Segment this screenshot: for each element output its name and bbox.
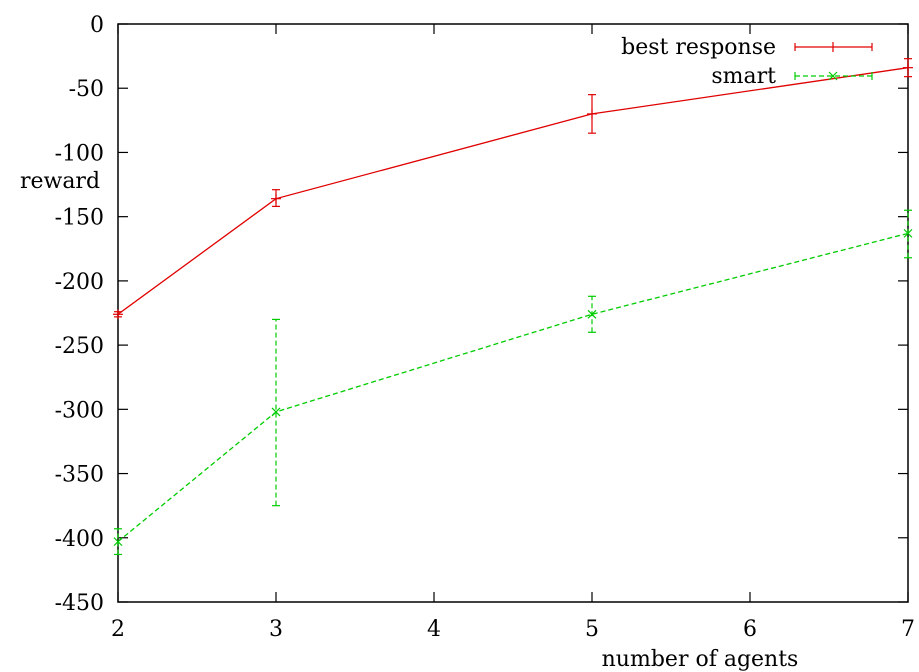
data-point: [113, 537, 123, 547]
data-point: [587, 309, 597, 319]
marker-stroke: [587, 309, 597, 319]
x-tick-label: 5: [585, 617, 599, 642]
data-point: [903, 228, 913, 238]
data-point: [271, 407, 281, 417]
x-tick-label: 4: [427, 617, 441, 642]
x-tick-label: 2: [111, 617, 125, 642]
y-tick-label: -450: [55, 591, 104, 616]
legend-label: smart: [711, 64, 776, 89]
y-tick-label: -350: [55, 463, 104, 488]
marker-stroke: [113, 537, 123, 547]
y-tick-label: -50: [69, 77, 104, 102]
y-tick-label: -300: [55, 398, 104, 423]
series-layer: [113, 58, 913, 556]
x-tick-label: 6: [743, 617, 757, 642]
data-point: [113, 309, 123, 320]
x-axis-label: number of agents: [602, 647, 799, 672]
legend-label: best response: [621, 35, 776, 60]
marker-stroke: [271, 407, 281, 417]
legend: best response smart: [621, 35, 873, 89]
series-line: [117, 67, 909, 315]
ticks-layer: 0 -50 -100 -150 -200 -250 -300 -350 -400 -450 2 3 4 5…: [55, 13, 915, 642]
data-point: [271, 193, 281, 204]
series-line: [117, 232, 909, 543]
y-tick-label: -200: [55, 270, 104, 295]
plot-frame: [117, 23, 909, 603]
y-tick-label: -400: [55, 527, 104, 552]
y-tick-label: -250: [55, 334, 104, 359]
x-tick-label: 3: [269, 617, 283, 642]
y-tick-label: -100: [55, 141, 104, 166]
data-point: [903, 62, 913, 73]
data-point: [587, 108, 597, 119]
x-tick-label: 7: [901, 617, 915, 642]
legend-marker: [828, 71, 838, 81]
marker-stroke: [903, 228, 913, 238]
y-axis-label: reward: [20, 169, 100, 194]
y-tick-label: -150: [55, 206, 104, 231]
y-tick-label: 0: [90, 13, 104, 38]
